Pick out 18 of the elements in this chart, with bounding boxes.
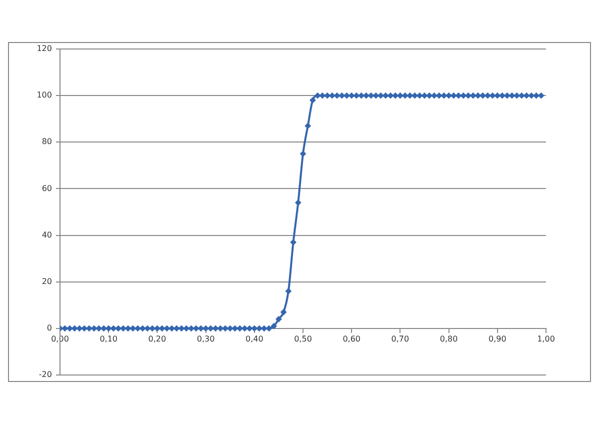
x-tick-label: 0,70: [391, 334, 410, 344]
x-tick-label: 0,30: [196, 334, 215, 344]
x-tick-label: 0,20: [148, 334, 166, 344]
x-tick-label: 0,50: [294, 334, 312, 344]
y-tick-label: 40: [42, 230, 52, 240]
x-tick-label: 0,40: [245, 334, 264, 344]
y-tick-label: 100: [36, 90, 52, 100]
y-tick-label: 60: [42, 184, 52, 193]
x-tick-label: 1,00: [537, 334, 555, 344]
y-tick-label: 0: [46, 324, 52, 333]
x-tick-label: 0,60: [342, 334, 361, 344]
y-tick-label: -20: [38, 370, 52, 380]
x-tick-label: 0,90: [488, 334, 506, 344]
y-tick-label: 120: [36, 44, 52, 54]
y-tick-label: 80: [42, 137, 52, 146]
x-tick-label: 0,10: [100, 334, 118, 344]
y-tick-label: 20: [42, 276, 52, 286]
x-tick-label: 0,80: [440, 334, 458, 344]
